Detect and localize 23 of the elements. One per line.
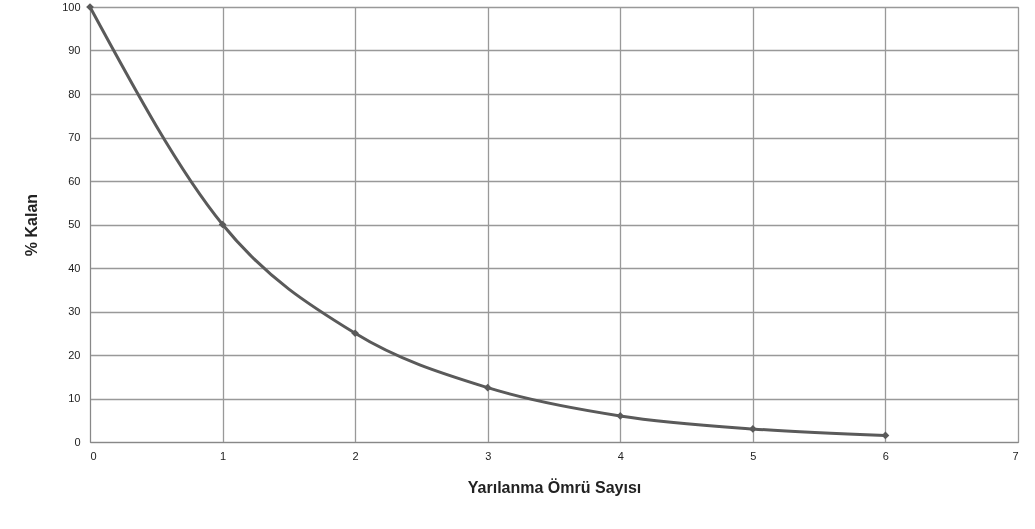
y-tick-label: 20 bbox=[68, 348, 81, 361]
x-axis-title: Yarılanma Ömrü Sayısı bbox=[467, 477, 642, 496]
point bbox=[483, 383, 492, 392]
x-tick-label: 6 bbox=[882, 449, 889, 462]
point bbox=[351, 329, 360, 338]
y-tick-label: 10 bbox=[68, 392, 81, 404]
y-tick-label: 60 bbox=[68, 174, 81, 187]
x-tick-label: 4 bbox=[617, 449, 624, 462]
y-tick-label: 30 bbox=[68, 305, 81, 317]
x-tick-label: 3 bbox=[485, 449, 492, 462]
y-axis-title: % Kalan bbox=[23, 193, 41, 257]
y-tick-label: 100 bbox=[62, 0, 81, 13]
y-tick-label: 90 bbox=[68, 44, 81, 56]
y-tick-label: 40 bbox=[68, 261, 81, 274]
x-tick-label: 2 bbox=[352, 449, 359, 462]
y-tick-label: 50 bbox=[68, 218, 81, 230]
y-tick-label: 70 bbox=[68, 131, 81, 143]
x-tick-label: 0 bbox=[90, 449, 97, 462]
y-tick-label: 80 bbox=[68, 87, 81, 100]
x-tick-label: 5 bbox=[750, 449, 757, 462]
x-tick-label: 1 bbox=[220, 449, 227, 462]
x-tick-label: 7 bbox=[1012, 449, 1019, 462]
y-tick-label: 0 bbox=[74, 435, 81, 448]
